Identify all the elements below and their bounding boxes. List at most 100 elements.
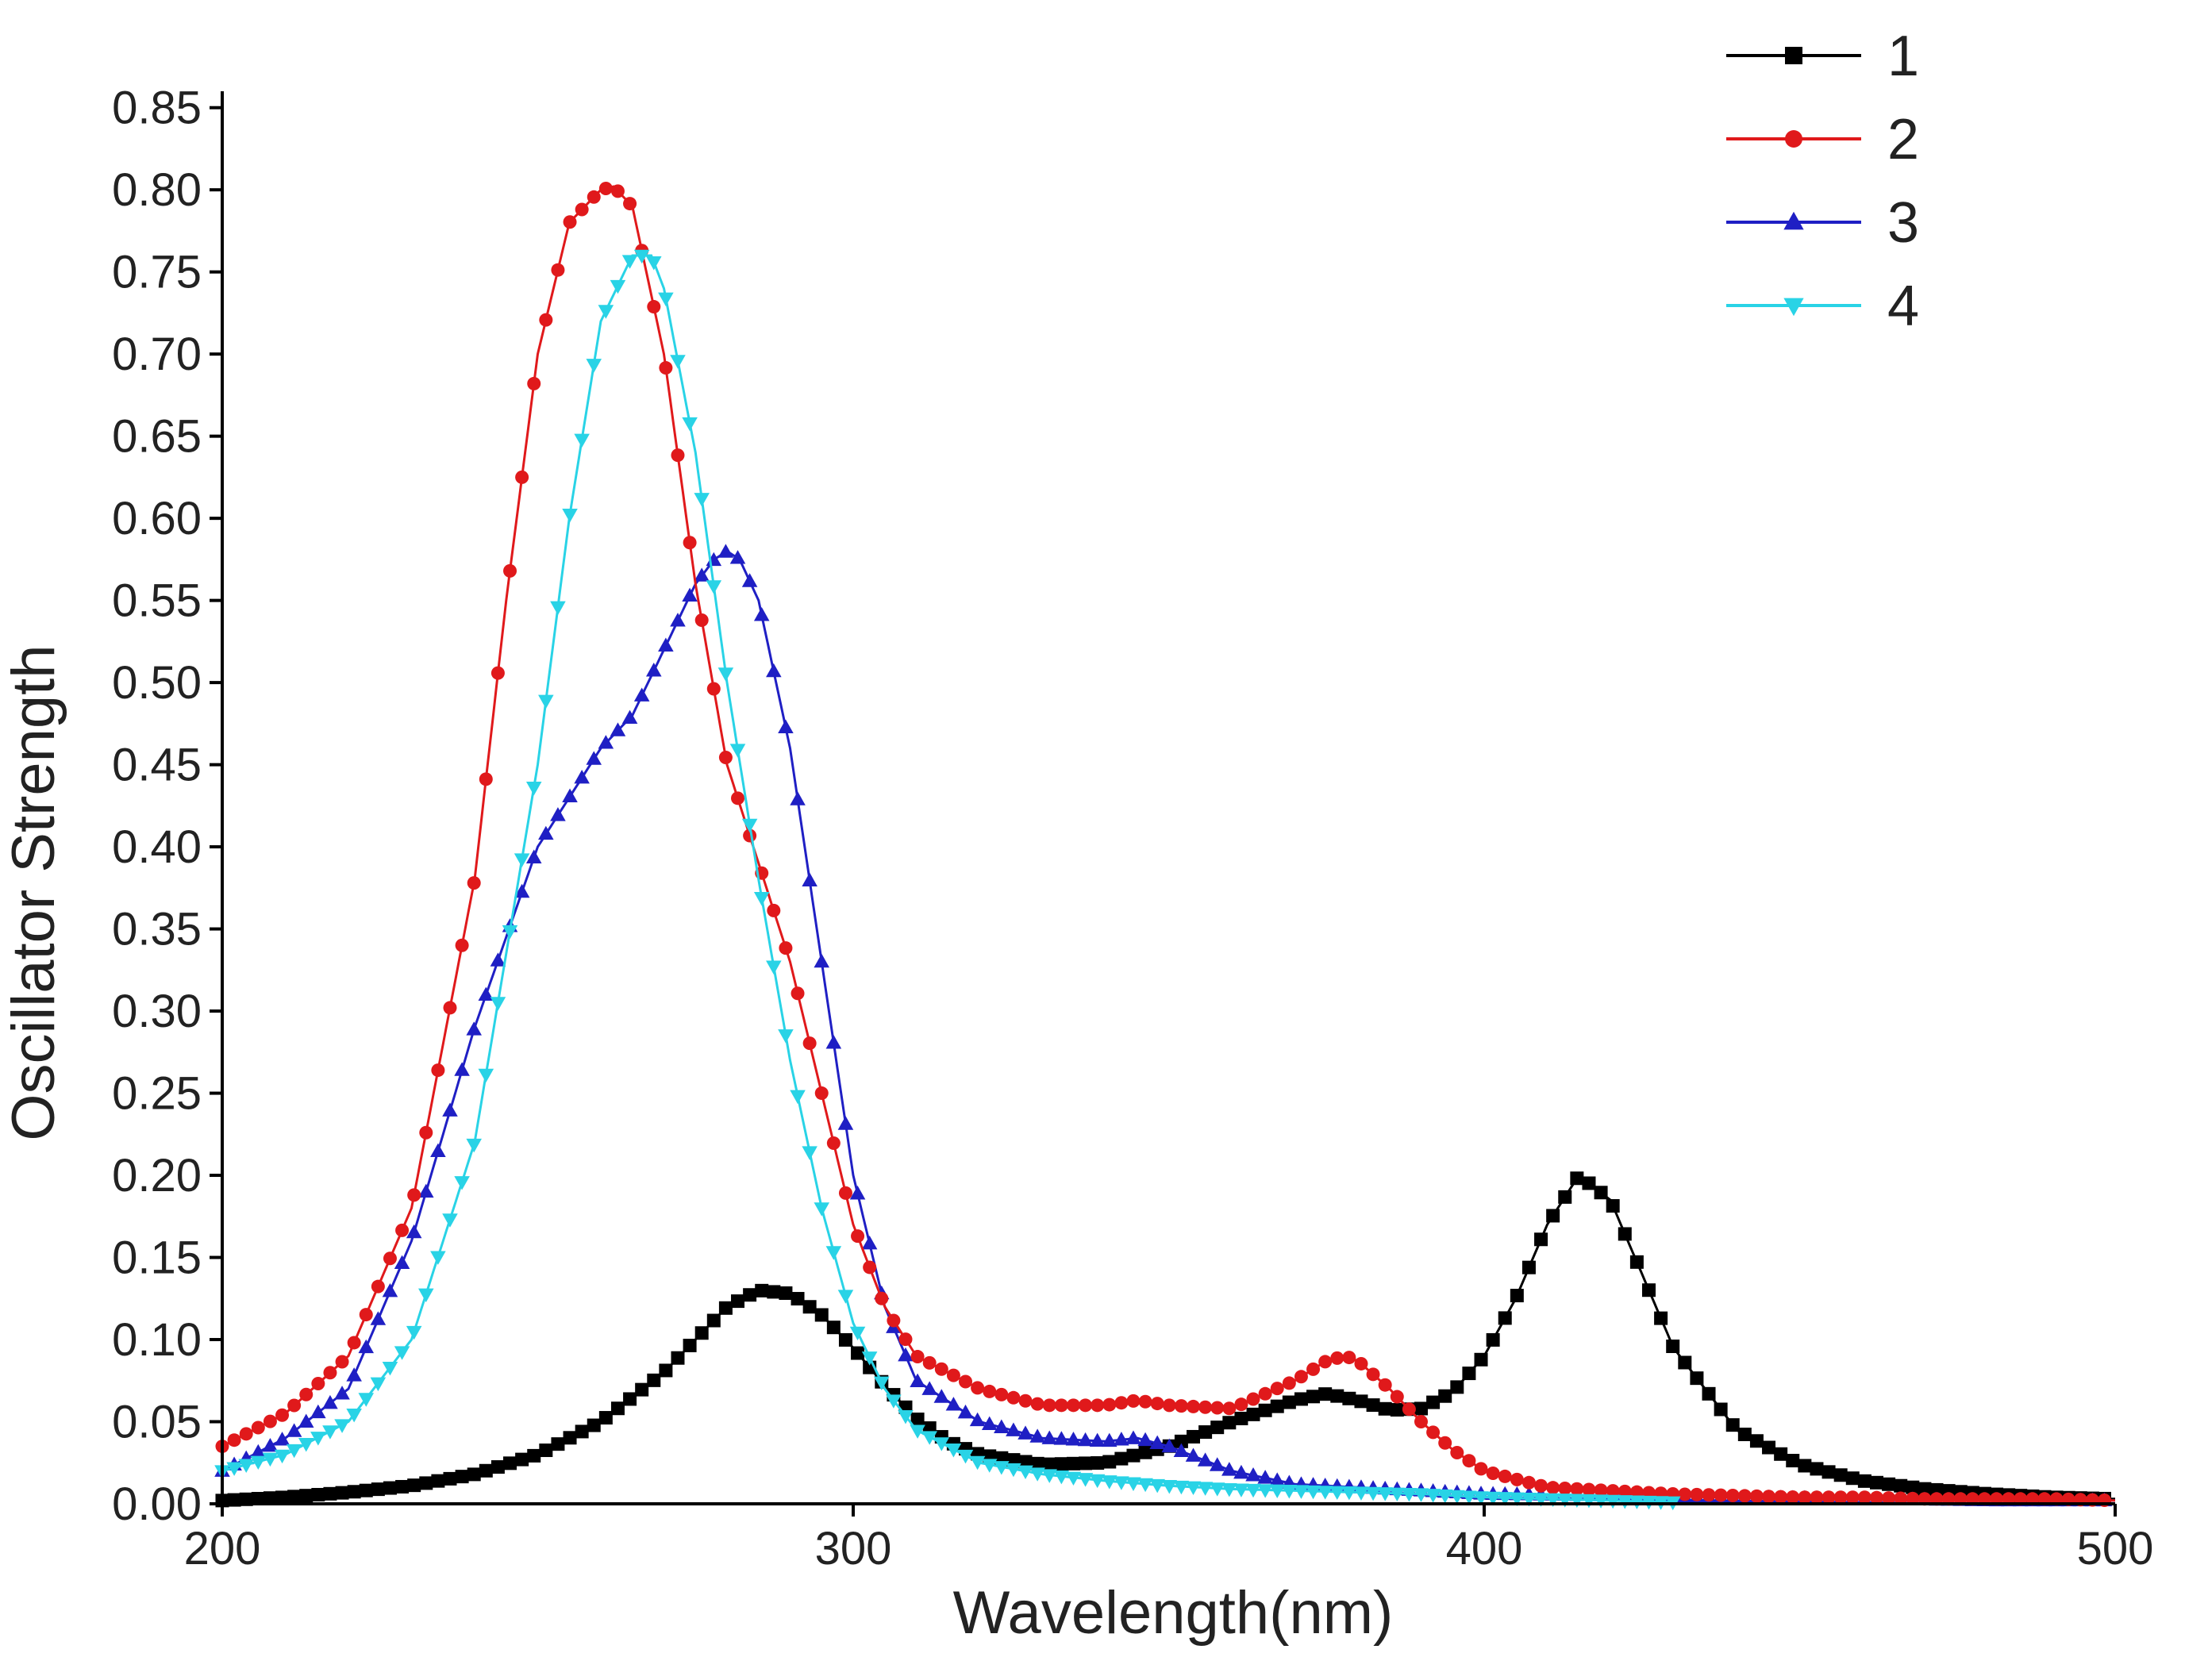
data-point — [1185, 1481, 1202, 1496]
data-point — [969, 1455, 986, 1470]
data-point — [1077, 1473, 1094, 1487]
data-point — [311, 1487, 325, 1501]
data-point — [346, 1408, 362, 1423]
data-point — [994, 1461, 1010, 1475]
data-point — [706, 580, 722, 594]
data-point — [1149, 1435, 1165, 1450]
legend-marker — [1785, 47, 1802, 64]
data-point — [299, 1387, 314, 1401]
y-tick-label: 0.20 — [112, 1150, 202, 1201]
data-point — [779, 1286, 793, 1300]
data-point — [1294, 1370, 1308, 1384]
data-point — [802, 1300, 817, 1314]
data-point — [515, 1452, 529, 1467]
data-point — [1485, 1491, 1501, 1506]
data-point — [1030, 1456, 1044, 1470]
data-point — [1258, 1403, 1272, 1417]
data-point — [1018, 1455, 1033, 1469]
data-point — [791, 1292, 805, 1306]
data-point — [741, 818, 758, 833]
data-point — [849, 1186, 866, 1200]
data-point — [1294, 1392, 1308, 1406]
data-point — [1798, 1490, 1812, 1505]
data-point — [251, 1421, 265, 1435]
data-point — [550, 807, 566, 821]
data-point — [226, 1462, 242, 1476]
legend-label: 4 — [1887, 275, 1919, 338]
data-point — [1714, 1488, 1728, 1502]
data-point — [1079, 1456, 1093, 1470]
data-point — [1041, 1469, 1058, 1483]
data-point — [287, 1490, 302, 1504]
x-tick-label: 500 — [2077, 1523, 2154, 1574]
data-point — [227, 1433, 241, 1447]
data-point — [778, 719, 794, 734]
data-point — [1330, 1389, 1344, 1403]
data-point — [1510, 1289, 1524, 1303]
data-point — [633, 687, 650, 702]
data-point — [323, 1366, 337, 1380]
data-point — [587, 1418, 601, 1432]
data-point — [1233, 1483, 1249, 1497]
data-point — [1187, 1399, 1201, 1413]
data-point — [610, 184, 625, 198]
data-point — [1702, 1488, 1716, 1502]
data-point — [1906, 1491, 1920, 1505]
data-point — [1497, 1492, 1514, 1506]
data-point — [874, 1376, 890, 1391]
data-point — [1534, 1478, 1548, 1493]
data-point — [610, 279, 626, 294]
data-point — [1209, 1457, 1225, 1471]
data-point — [694, 1326, 709, 1340]
data-point — [671, 448, 685, 463]
y-tick-label: 0.55 — [112, 575, 202, 627]
data-point — [551, 263, 565, 277]
data-point — [934, 1362, 948, 1376]
data-point — [623, 197, 637, 211]
data-point — [767, 903, 781, 917]
y-tick-label: 0.85 — [112, 83, 202, 134]
data-point — [1377, 1487, 1393, 1501]
data-point — [1556, 1494, 1573, 1508]
data-point — [1438, 1436, 1452, 1450]
data-point — [334, 1386, 350, 1400]
data-point — [1270, 1382, 1284, 1396]
data-point — [382, 1361, 398, 1376]
data-point — [310, 1404, 326, 1419]
data-point — [383, 1481, 397, 1495]
data-point — [539, 1444, 553, 1458]
data-point — [1606, 1199, 1620, 1213]
y-tick-label: 0.70 — [112, 329, 202, 380]
data-point — [1173, 1480, 1190, 1495]
data-point — [1101, 1432, 1118, 1447]
data-point — [346, 1367, 362, 1382]
axes — [221, 91, 2115, 1505]
data-point — [455, 1470, 469, 1484]
data-point — [490, 666, 505, 680]
x-tick-label: 400 — [1446, 1523, 1523, 1574]
data-point — [731, 1294, 745, 1309]
data-point — [1378, 1378, 1392, 1392]
data-point — [933, 1437, 950, 1451]
data-point — [525, 849, 542, 863]
data-point — [407, 1188, 421, 1202]
data-point — [790, 1090, 806, 1105]
data-point — [1594, 1186, 1608, 1200]
data-point — [717, 667, 734, 682]
data-point — [1821, 1490, 1836, 1505]
data-point — [741, 573, 758, 587]
data-point — [694, 493, 710, 507]
data-point — [1317, 1486, 1333, 1500]
data-point — [851, 1346, 865, 1360]
data-point — [1762, 1490, 1776, 1504]
data-point — [1486, 1467, 1500, 1481]
data-point — [718, 750, 733, 764]
data-point — [981, 1416, 998, 1431]
data-point — [957, 1449, 974, 1464]
data-point — [275, 1408, 290, 1422]
data-point — [574, 433, 590, 448]
data-point — [898, 1410, 914, 1424]
data-point — [478, 1068, 494, 1083]
data-point — [1137, 1432, 1153, 1447]
data-point — [1786, 1454, 1800, 1468]
